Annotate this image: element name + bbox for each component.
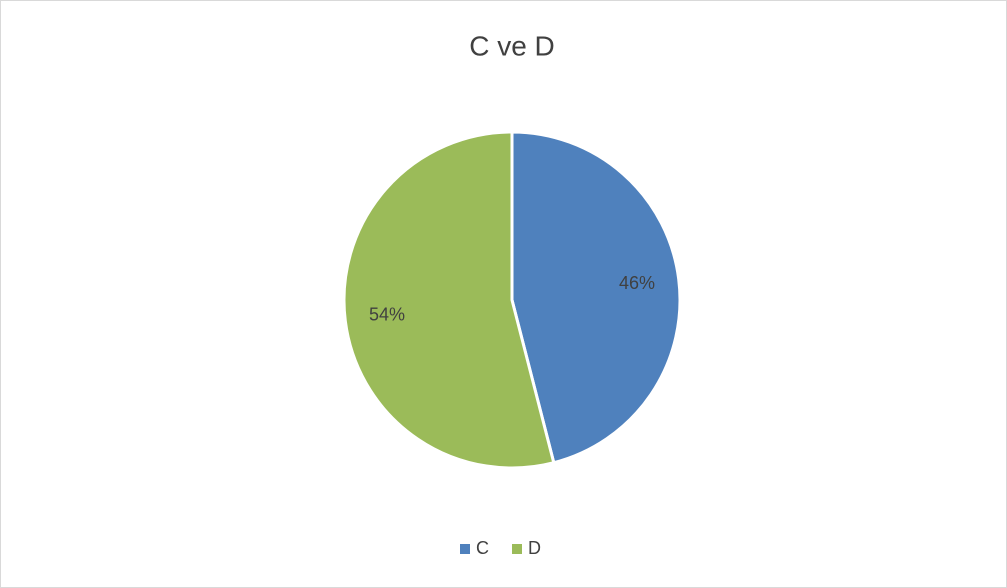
legend-swatch (460, 544, 470, 554)
chart-title: C ve D (469, 30, 555, 61)
legend-label: C (476, 538, 489, 558)
pie-slice (342, 130, 556, 470)
legend-swatch (512, 544, 522, 554)
pie-slice (510, 130, 682, 465)
data-label: 54% (369, 305, 405, 325)
legend-label: D (528, 538, 541, 558)
data-label: 46% (619, 273, 655, 293)
